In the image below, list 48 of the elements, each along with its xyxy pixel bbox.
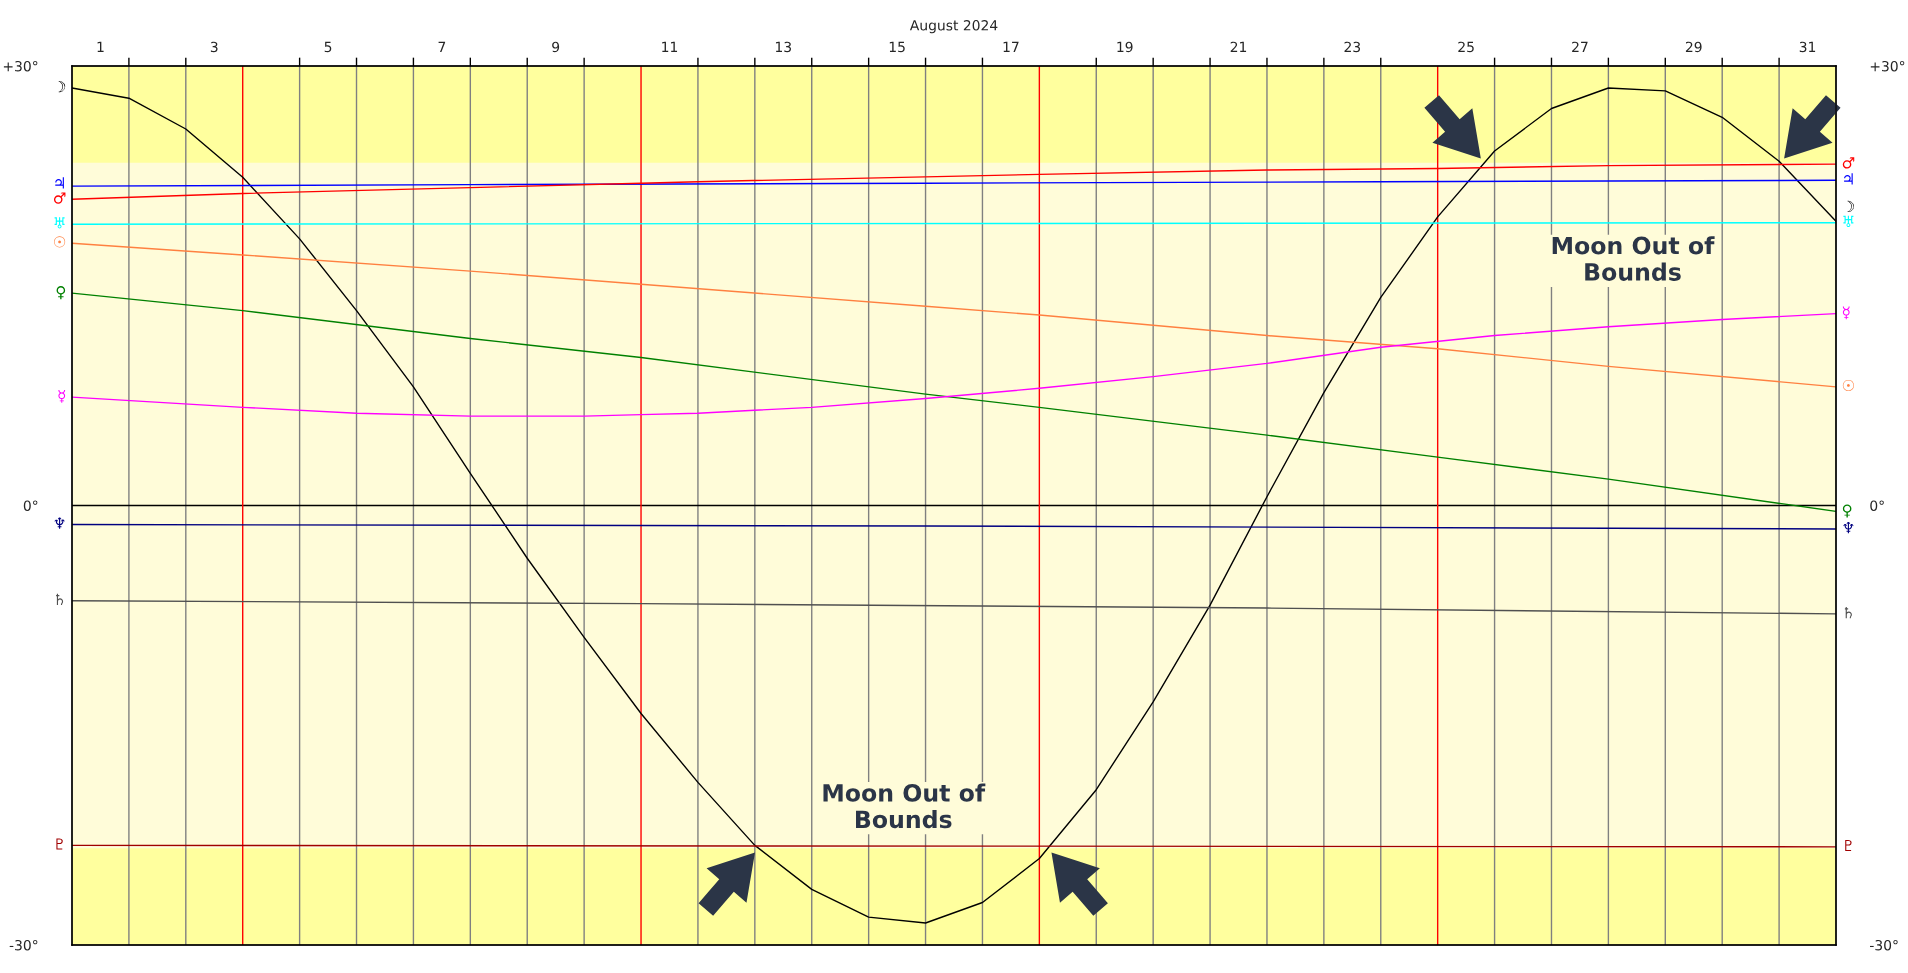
x-tick-label: 23 [1344,41,1361,53]
text: ♃ [55,177,64,189]
y2-tick-label: -30° [1870,939,1898,951]
line-series [72,312,1836,417]
y-tick-label: 0° [23,500,38,511]
series-label: ♆ [1843,522,1854,534]
x-tick-label: 19 [1117,41,1133,53]
x-tick-label: 13 [775,41,792,53]
series-label: ☿ [58,390,66,403]
x-tick-label: 9 [552,41,560,53]
series-label: ♅ [1843,215,1854,227]
line-series [72,600,1836,615]
x-axis-title: August 2024 [909,20,998,34]
text: ♅ [54,217,65,229]
text: ♄ [56,593,64,605]
x-tick-label: 5 [324,41,332,53]
x-tick-label: 1 [97,41,104,52]
annotation: Moon Out of Bounds [823,783,986,829]
series-label: ♃ [1844,173,1853,185]
text: ♆ [54,517,65,529]
x-tick-label: 15 [889,41,905,53]
text: ♂ [1842,157,1855,169]
series-label: ♄ [1844,606,1852,619]
series-label: ☉ [1842,379,1854,392]
text: ♇ [1845,839,1852,852]
x-tick-label: 29 [1685,41,1702,53]
y2-tick-label: +30° [1870,60,1905,72]
x-tick-label: 25 [1458,41,1474,53]
y-tick-label: -30° [9,939,38,951]
text: ☉ [54,236,66,248]
y-tick-label: +30° [3,60,38,72]
x-tick-label: 17 [1003,41,1019,52]
y2-tick-label: 0° [1870,500,1884,511]
x-tick-label: 3 [210,41,218,53]
x-tick-label: 21 [1230,41,1247,52]
text: ☽ [1847,200,1854,212]
x-tick-label: 31 [1799,41,1816,53]
annotation: Moon Out of Bounds [1552,236,1715,281]
series-label: ☽ [58,81,66,93]
series-label: ♂ [53,192,66,204]
line-series [72,292,1836,513]
text: ♀ [56,286,66,300]
series-label: ♀ [1842,504,1852,518]
x-tick-label: 27 [1572,41,1588,52]
text: ☿ [1842,306,1850,320]
x-tick-label: 11 [662,41,678,52]
series-label: ♇ [56,838,63,850]
x-tick-label: 7 [438,41,446,52]
